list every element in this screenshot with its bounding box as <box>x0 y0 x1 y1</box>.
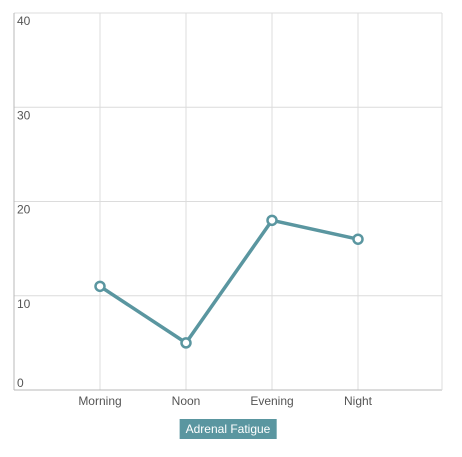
x-tick-label: Evening <box>250 394 293 408</box>
series-layer <box>94 214 364 349</box>
series-line <box>98 218 360 345</box>
x-tick-label: Noon <box>172 394 201 408</box>
y-tick-label: 10 <box>17 297 31 311</box>
y-tick-labels: 0 10 20 30 40 <box>17 14 31 390</box>
x-tick-labels: Morning Noon Evening Night <box>78 394 372 408</box>
legend-swatch[interactable] <box>179 419 277 439</box>
axes <box>13 13 443 391</box>
y-tick-label: 30 <box>17 108 31 122</box>
y-gridlines <box>14 12 442 297</box>
x-tick-label: Night <box>344 394 373 408</box>
y-tick-label: 40 <box>17 14 31 28</box>
y-tick-label: 20 <box>17 203 31 217</box>
x-gridlines <box>99 13 359 390</box>
data-point[interactable] <box>180 337 192 349</box>
data-point[interactable] <box>94 280 106 293</box>
y-tick-label: 0 <box>17 376 24 390</box>
data-point[interactable] <box>266 214 278 227</box>
data-point[interactable] <box>352 233 364 245</box>
x-tick-label: Morning <box>78 394 121 408</box>
legend[interactable]: Adrenal Fatigue <box>179 419 277 439</box>
legend-label[interactable]: Adrenal Fatigue <box>186 422 271 436</box>
